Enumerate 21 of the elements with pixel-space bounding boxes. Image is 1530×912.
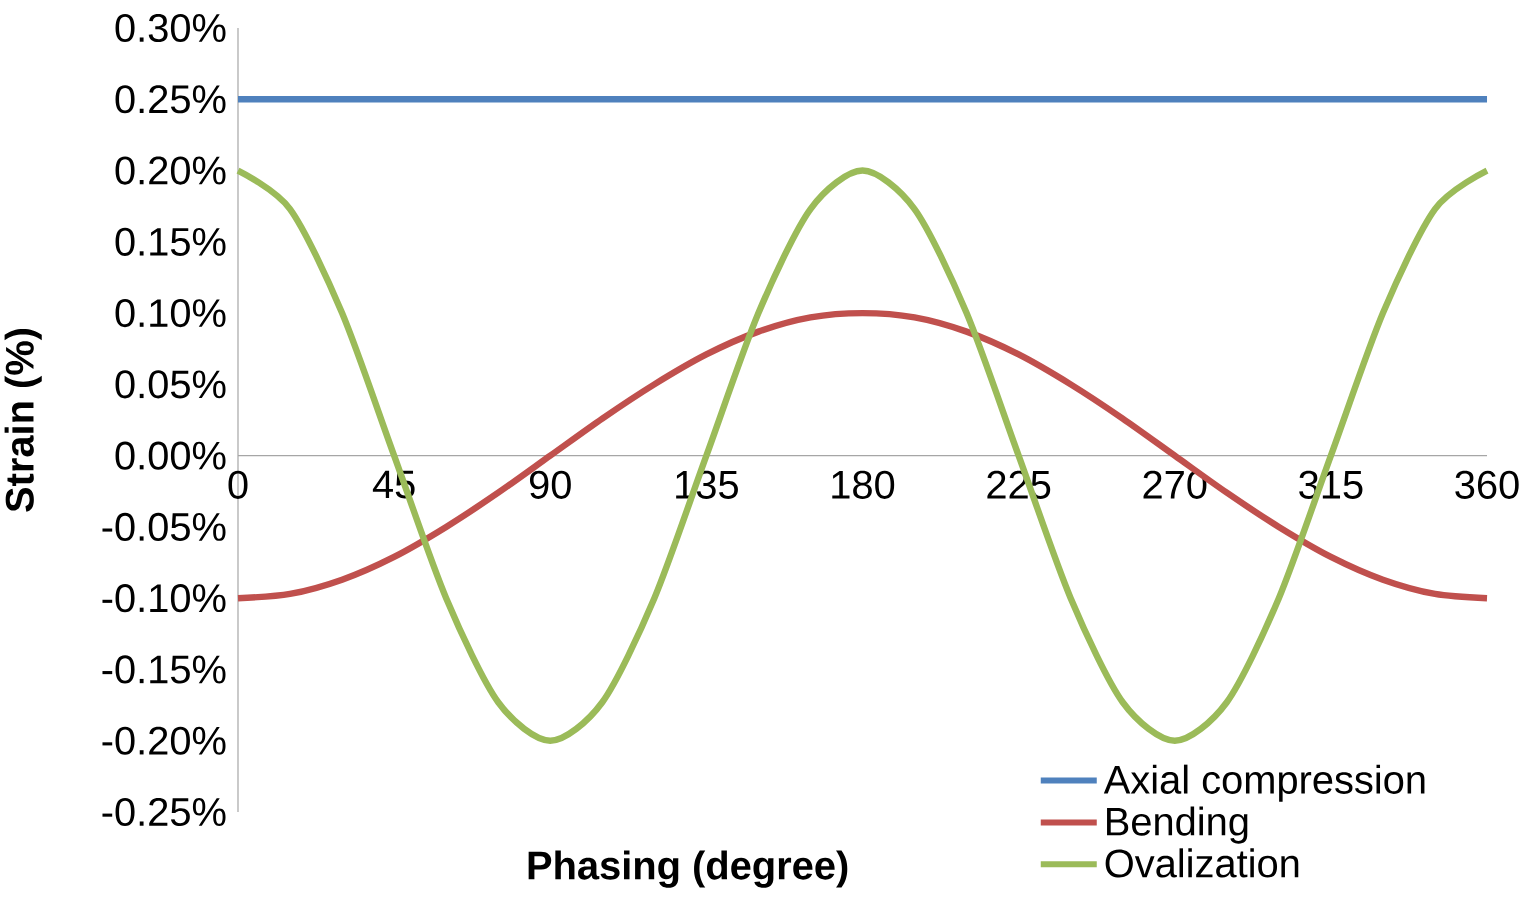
y-tick-label: -0.15% — [102, 655, 226, 684]
y-tick-label: 0.20% — [115, 156, 226, 185]
y-tick-label: 0.30% — [115, 13, 226, 43]
y-tick-label: 0.00% — [115, 441, 226, 470]
y-tick-label: 0.10% — [115, 299, 226, 328]
legend-label: Ovalization — [1105, 848, 1299, 878]
x-tick-label: 180 — [832, 470, 895, 499]
legend-label: Bending — [1107, 806, 1248, 844]
y-tick-label: -0.20% — [102, 726, 226, 755]
x-tick-label: 360 — [1455, 470, 1519, 499]
y-tick-label: 0.05% — [115, 370, 226, 399]
legend-label: Axial compression — [1103, 764, 1425, 802]
x-axis-title: Phasing (degree) — [528, 850, 848, 888]
y-tick-label: 0.25% — [115, 85, 226, 114]
y-tick-label: -0.25% — [102, 797, 226, 827]
x-tick-label: 0 — [228, 470, 248, 499]
y-tick-label: -0.05% — [102, 512, 226, 541]
y-tick-label: 0.15% — [115, 227, 226, 256]
y-axis-title: Strain (%) — [4, 329, 42, 512]
x-tick-label: 90 — [529, 470, 571, 499]
y-tick-label: -0.10% — [102, 584, 226, 613]
